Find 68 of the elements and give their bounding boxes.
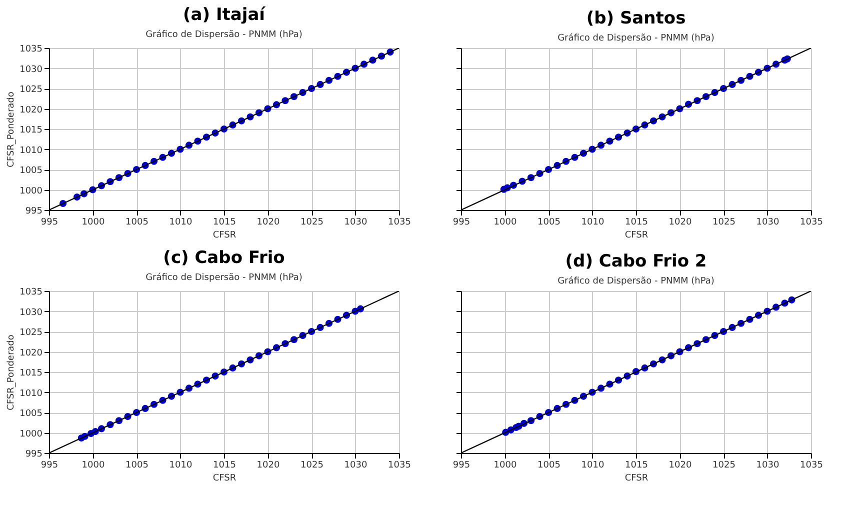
- y-tick-label: 1025: [20, 85, 42, 95]
- x-tick-label: 1035: [800, 218, 823, 228]
- chart-title: (a) Itajaí: [183, 5, 266, 25]
- x-tick-label: 1015: [213, 218, 236, 228]
- y-tick-label: 1035: [20, 288, 42, 298]
- chart-subtitle: Gráfico de Dispersão - PNMM (hPa): [146, 272, 302, 283]
- y-tick-label: 1030: [20, 64, 43, 75]
- x-tick-label: 1025: [712, 460, 736, 470]
- y-tick-label: 1020: [20, 348, 43, 358]
- x-tick-label: 1025: [712, 218, 736, 228]
- x-tick-label: 1020: [668, 460, 692, 470]
- y-tick-label: 1000: [20, 429, 43, 440]
- y-tick-label: 1020: [20, 105, 43, 116]
- y-tick-label: 995: [25, 206, 42, 216]
- y-tick-label: 1005: [20, 409, 42, 419]
- x-tick-label: 995: [40, 460, 58, 470]
- chart-subtitle: Gráfico de Dispersão - PNMM (hPa): [558, 32, 714, 44]
- x-tick-label: 1035: [800, 460, 823, 470]
- x-tick-label: 1005: [538, 218, 560, 228]
- y-axis-title: CFSR_Ponderado: [6, 91, 17, 168]
- y-tick-label: 1015: [20, 126, 42, 136]
- y-tick-label: 1025: [20, 328, 42, 338]
- x-tick-label: 1010: [169, 460, 192, 470]
- x-tick-label: 1015: [213, 460, 236, 470]
- x-tick-label: 1005: [126, 460, 148, 470]
- x-tick-label: 1015: [625, 218, 648, 228]
- x-tick-label: 1015: [625, 460, 648, 470]
- x-tick-label: 1020: [256, 218, 280, 228]
- y-tick-label: 1005: [20, 166, 42, 176]
- x-tick-label: 1030: [344, 218, 368, 228]
- x-axis-title: CFSR: [624, 474, 648, 484]
- x-tick-label: 1010: [581, 218, 604, 228]
- chart-title: (c) Cabo Frio: [163, 248, 285, 268]
- x-tick-label: 1005: [538, 460, 560, 470]
- x-axis-title: CFSR: [624, 230, 648, 240]
- chart-subtitle: Gráfico de Dispersão - PNMM (hPa): [146, 29, 302, 40]
- x-tick-label: 995: [40, 218, 58, 228]
- x-tick-label: 1035: [388, 460, 411, 470]
- x-tick-label: 1020: [256, 460, 280, 470]
- x-tick-label: 1000: [82, 218, 105, 228]
- x-tick-label: 1035: [388, 218, 411, 228]
- x-tick-label: 1020: [668, 218, 692, 228]
- chart-title: (d) Cabo Frio 2: [565, 252, 707, 272]
- x-tick-label: 1000: [494, 218, 517, 228]
- y-tick-label: 1035: [20, 44, 42, 54]
- x-tick-label: 1030: [344, 460, 368, 470]
- y-tick-label: 1015: [20, 368, 42, 378]
- y-tick-label: 1010: [20, 388, 43, 399]
- y-axis-title: CFSR_Ponderado: [6, 334, 17, 410]
- x-tick-label: 1010: [581, 460, 604, 470]
- chart-subtitle: Gráfico de Dispersão - PNMM (hPa): [558, 276, 714, 286]
- chart-title: (b) Santos: [586, 8, 686, 28]
- y-tick-label: 1000: [20, 186, 43, 196]
- x-tick-label: 1000: [82, 460, 105, 470]
- x-tick-label: 1030: [756, 460, 780, 470]
- x-tick-label: 995: [452, 218, 470, 228]
- x-axis-title: CFSR: [212, 230, 236, 240]
- x-tick-label: 1005: [126, 218, 148, 228]
- x-tick-label: 995: [452, 460, 470, 470]
- x-tick-label: 1025: [300, 460, 324, 470]
- x-tick-label: 1000: [494, 460, 517, 470]
- y-tick-label: 1010: [20, 146, 43, 156]
- y-tick-label: 1030: [20, 308, 43, 318]
- y-tick-label: 995: [25, 450, 42, 460]
- x-axis-title: CFSR: [212, 474, 236, 484]
- x-tick-label: 1010: [169, 218, 192, 228]
- x-tick-label: 1030: [756, 218, 780, 228]
- x-tick-label: 1025: [300, 218, 324, 228]
